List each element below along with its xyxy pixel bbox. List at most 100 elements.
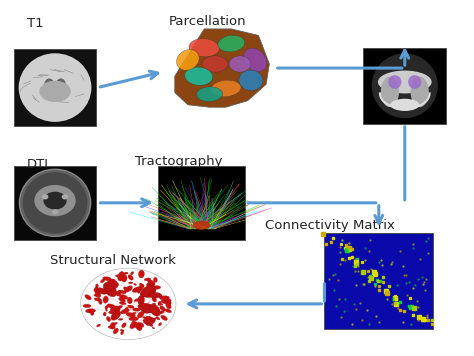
Ellipse shape (132, 312, 136, 314)
Ellipse shape (153, 303, 156, 305)
Text: DTI: DTI (27, 158, 49, 172)
Ellipse shape (95, 291, 101, 298)
Ellipse shape (229, 56, 251, 72)
Ellipse shape (146, 316, 148, 319)
Ellipse shape (118, 308, 120, 311)
Ellipse shape (134, 325, 139, 326)
Ellipse shape (103, 282, 117, 297)
Ellipse shape (147, 279, 155, 285)
Ellipse shape (108, 326, 115, 329)
Ellipse shape (158, 301, 161, 306)
Ellipse shape (159, 303, 163, 305)
Ellipse shape (189, 38, 219, 57)
Ellipse shape (165, 297, 167, 299)
Ellipse shape (150, 319, 154, 322)
Ellipse shape (132, 321, 139, 328)
Ellipse shape (133, 308, 140, 311)
Ellipse shape (381, 77, 399, 107)
Polygon shape (175, 29, 269, 107)
Ellipse shape (145, 309, 152, 313)
Ellipse shape (118, 297, 126, 302)
Ellipse shape (96, 288, 107, 294)
Ellipse shape (136, 323, 142, 331)
Ellipse shape (137, 322, 140, 326)
Ellipse shape (160, 306, 165, 311)
Ellipse shape (109, 311, 116, 314)
Ellipse shape (106, 316, 110, 321)
Ellipse shape (218, 35, 245, 52)
Ellipse shape (125, 307, 128, 311)
Ellipse shape (133, 288, 142, 292)
Ellipse shape (130, 322, 137, 329)
Bar (324, 233, 433, 329)
Ellipse shape (113, 328, 118, 334)
Text: Parcellation: Parcellation (168, 15, 246, 28)
Circle shape (81, 268, 176, 340)
Ellipse shape (100, 279, 105, 283)
Ellipse shape (116, 290, 121, 296)
Ellipse shape (44, 192, 67, 210)
Ellipse shape (19, 169, 91, 236)
Ellipse shape (52, 209, 58, 214)
Ellipse shape (105, 282, 118, 291)
Ellipse shape (35, 185, 76, 216)
Ellipse shape (151, 306, 158, 315)
Ellipse shape (138, 284, 144, 290)
Ellipse shape (107, 279, 115, 285)
Ellipse shape (23, 172, 87, 233)
Ellipse shape (95, 284, 99, 288)
Ellipse shape (103, 312, 106, 316)
Ellipse shape (130, 272, 134, 275)
Text: Structural Network: Structural Network (50, 254, 176, 267)
Ellipse shape (18, 53, 91, 122)
Bar (14, 166, 96, 240)
Ellipse shape (118, 271, 124, 278)
Ellipse shape (145, 318, 149, 323)
Ellipse shape (139, 323, 144, 327)
Ellipse shape (153, 290, 156, 292)
Ellipse shape (388, 75, 401, 89)
Ellipse shape (141, 308, 150, 313)
Ellipse shape (119, 302, 126, 305)
Ellipse shape (94, 294, 98, 297)
Ellipse shape (165, 309, 172, 313)
Ellipse shape (123, 272, 128, 274)
Ellipse shape (56, 78, 66, 91)
Ellipse shape (107, 304, 116, 309)
Ellipse shape (90, 310, 93, 314)
Ellipse shape (202, 56, 228, 72)
Ellipse shape (117, 305, 123, 309)
Text: Tractography: Tractography (136, 155, 223, 168)
Ellipse shape (150, 304, 160, 316)
Ellipse shape (110, 322, 115, 329)
Ellipse shape (149, 323, 153, 327)
Ellipse shape (139, 283, 144, 287)
Ellipse shape (97, 324, 100, 327)
Ellipse shape (158, 323, 162, 326)
Ellipse shape (150, 292, 155, 298)
Ellipse shape (143, 316, 146, 319)
Ellipse shape (138, 270, 145, 278)
Ellipse shape (134, 299, 139, 302)
Ellipse shape (148, 317, 155, 321)
Ellipse shape (137, 311, 144, 318)
Ellipse shape (146, 283, 156, 292)
Ellipse shape (154, 277, 157, 282)
Ellipse shape (153, 318, 156, 320)
Bar (364, 48, 446, 124)
Ellipse shape (85, 309, 96, 313)
Ellipse shape (118, 273, 123, 281)
Ellipse shape (239, 70, 263, 90)
Ellipse shape (111, 283, 115, 286)
Ellipse shape (141, 307, 150, 310)
Bar (14, 49, 96, 126)
Ellipse shape (42, 194, 48, 199)
Ellipse shape (91, 312, 94, 315)
Ellipse shape (118, 290, 126, 294)
Ellipse shape (141, 303, 146, 306)
Ellipse shape (145, 316, 150, 321)
Ellipse shape (112, 280, 117, 283)
Ellipse shape (408, 75, 421, 89)
Ellipse shape (114, 322, 118, 325)
Ellipse shape (193, 221, 210, 230)
